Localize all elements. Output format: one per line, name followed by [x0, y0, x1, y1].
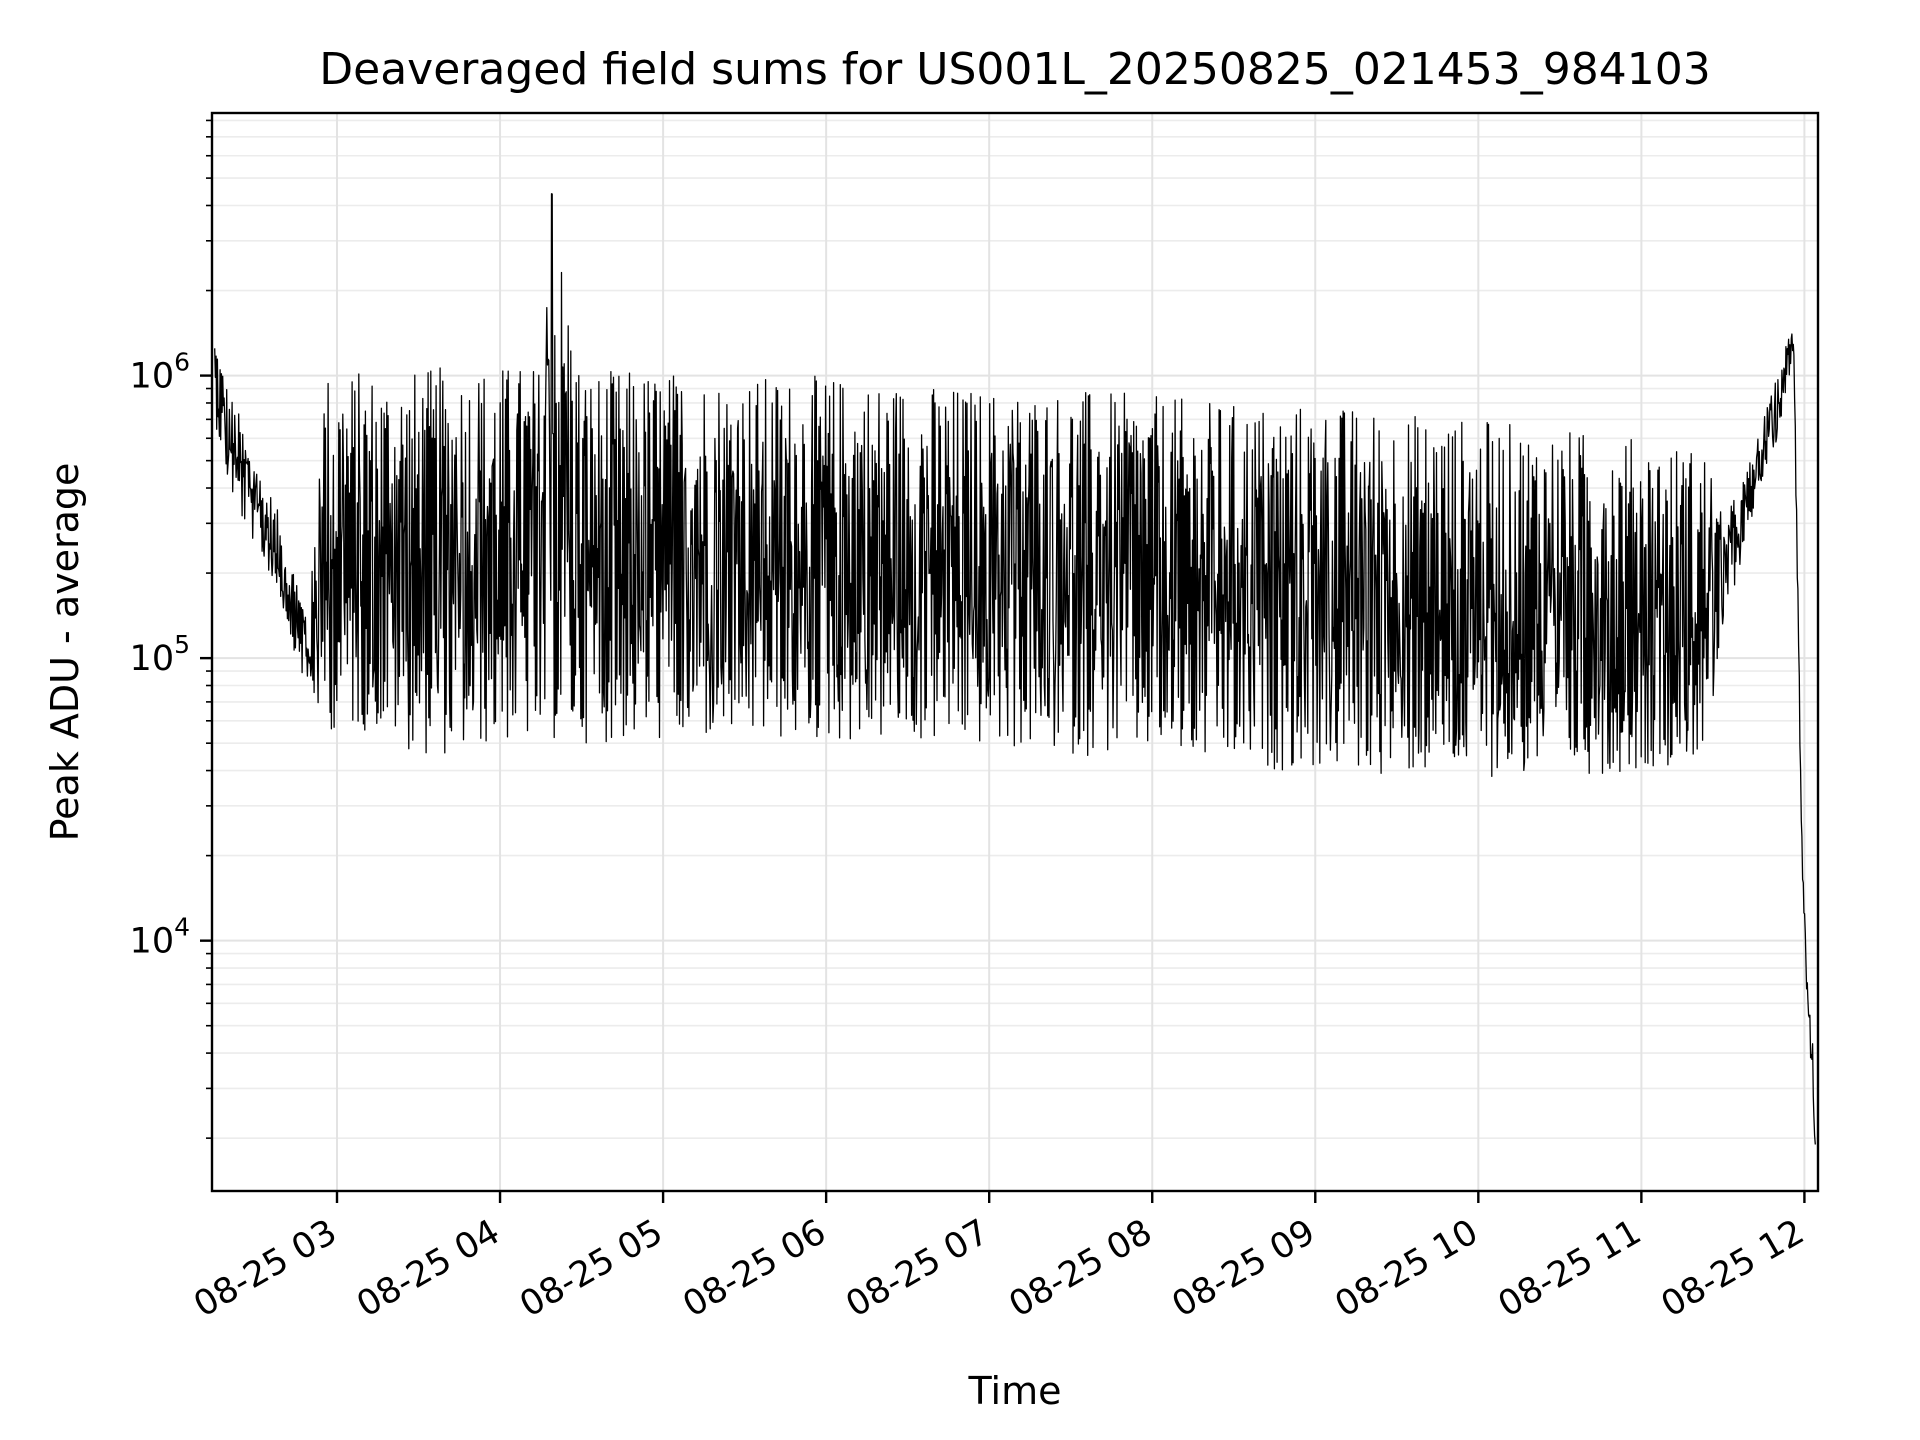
y-axis-ticks: 104 105 106	[130, 119, 212, 1139]
chart-title: Deaveraged field sums for US001L_2025082…	[319, 44, 1711, 95]
y-tick-label: 106	[130, 348, 190, 397]
x-axis-label: Time	[968, 1369, 1062, 1413]
grid	[212, 113, 1818, 1191]
y-axis-label: Peak ADU - average	[43, 463, 87, 842]
series-line	[214, 193, 1816, 1145]
y-tick-label: 105	[130, 630, 190, 679]
y-tick-label: 104	[130, 913, 190, 962]
plot-frame	[210, 111, 1820, 1193]
series-line-path	[214, 193, 1816, 1145]
